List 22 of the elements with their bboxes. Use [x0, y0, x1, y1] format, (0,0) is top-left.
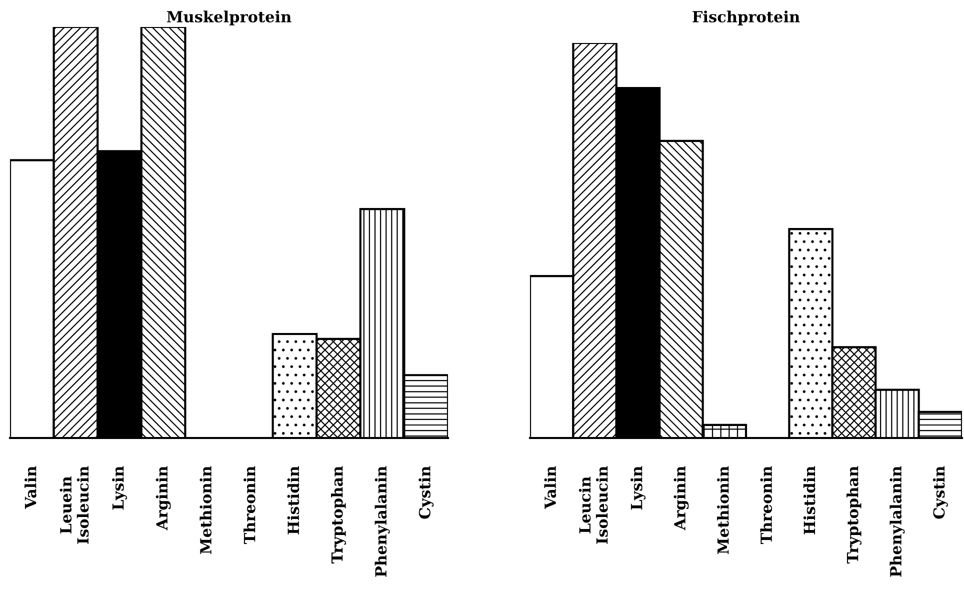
x-tick-label: Arginin	[674, 466, 689, 530]
x-tick-label: Methionin	[717, 466, 729, 554]
x-tick-label: Tryptophan	[846, 466, 862, 564]
x-tick-label: Histidin	[803, 466, 816, 534]
x-tick-label: Methionin	[200, 466, 212, 554]
x-tick-label: Histidin	[287, 466, 300, 534]
x-tick-label: Cystin	[932, 466, 948, 519]
x-tick-label: Valin	[544, 466, 556, 509]
x-tick-label: Leucin Isoleucin	[578, 466, 608, 544]
x-tick-label: Lysin	[630, 466, 646, 510]
x-tick-label: Arginin	[156, 466, 171, 530]
x-tick-label: Threonin	[244, 466, 256, 544]
x-tick-label: Lysin	[112, 466, 127, 510]
x-tick-label: Threonin	[760, 466, 772, 544]
x-tick-label: Phenylalanin	[890, 466, 905, 577]
chart-title: Muskelprotein	[166, 10, 292, 26]
x-tick-label: Valin	[24, 466, 36, 509]
x-tick-label: Cystin	[418, 466, 434, 519]
x-tick-label: Leuein Isoleucin	[60, 466, 89, 544]
x-tick-label: Phenylalanin	[374, 466, 390, 577]
x-tick-label: Tryptophan	[331, 466, 346, 564]
chart-title: Fischprotein	[692, 10, 800, 26]
